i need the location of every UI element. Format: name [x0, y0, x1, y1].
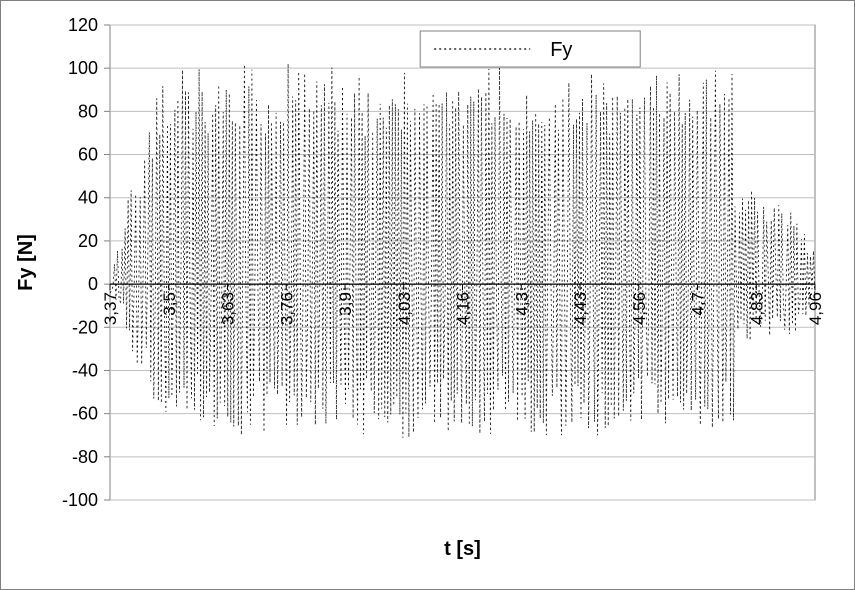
chart-container: -100 -80 -60 -40 -20 0 20 40 60 80 100 120 Fy [N] 3,3… [0, 0, 855, 590]
y-tick-label: 20 [78, 231, 98, 251]
y-tick-label: 0 [88, 274, 98, 294]
y-tick-label: -60 [72, 404, 98, 424]
y-tick-label: -80 [72, 447, 98, 467]
legend-label: Fy [550, 39, 572, 61]
y-tick-label: -40 [72, 360, 98, 380]
chart-svg: -100 -80 -60 -40 -20 0 20 40 60 80 100 120 Fy [N] 3,3… [0, 0, 855, 590]
y-axis-label: Fy [N] [15, 234, 37, 291]
x-tick-label: 4,96 [806, 292, 825, 325]
y-tick-label: 120 [68, 15, 98, 35]
y-tick-label: 60 [78, 145, 98, 165]
y-tick-label: 100 [68, 58, 98, 78]
y-tick-label: -20 [72, 317, 98, 337]
y-tick-label: -100 [62, 490, 98, 510]
x-axis-label: t [s] [444, 538, 481, 560]
x-tick-label: 3,37 [101, 292, 120, 325]
y-tick-label: 80 [78, 101, 98, 121]
legend: Fy [420, 31, 640, 67]
y-tick-label: 40 [78, 188, 98, 208]
